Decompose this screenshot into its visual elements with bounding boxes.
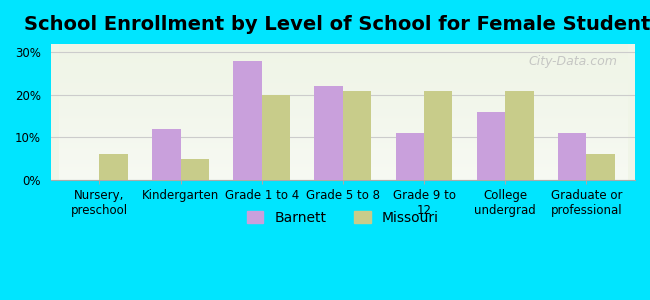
Bar: [476, 112, 505, 180]
Bar: [315, 86, 343, 180]
Bar: [558, 133, 586, 180]
Bar: [476, 112, 505, 180]
Bar: [181, 159, 209, 180]
Bar: [233, 61, 262, 180]
Bar: [262, 95, 290, 180]
Bar: [558, 133, 586, 180]
Bar: [505, 91, 534, 180]
Bar: [586, 154, 615, 180]
Bar: [99, 154, 128, 180]
Bar: [262, 95, 290, 180]
Bar: [505, 91, 534, 180]
Bar: [233, 61, 262, 180]
Bar: [152, 129, 181, 180]
Bar: [152, 129, 181, 180]
Bar: [424, 91, 452, 180]
Bar: [181, 159, 209, 180]
Text: City-Data.com: City-Data.com: [528, 55, 618, 68]
Bar: [586, 154, 615, 180]
Bar: [396, 133, 424, 180]
Bar: [396, 133, 424, 180]
Bar: [424, 91, 452, 180]
Bar: [315, 86, 343, 180]
Bar: [99, 154, 128, 180]
Bar: [343, 91, 371, 180]
Legend: Barnett, Missouri: Barnett, Missouri: [241, 205, 445, 230]
Bar: [343, 91, 371, 180]
Title: School Enrollment by Level of School for Female Students: School Enrollment by Level of School for…: [24, 15, 650, 34]
